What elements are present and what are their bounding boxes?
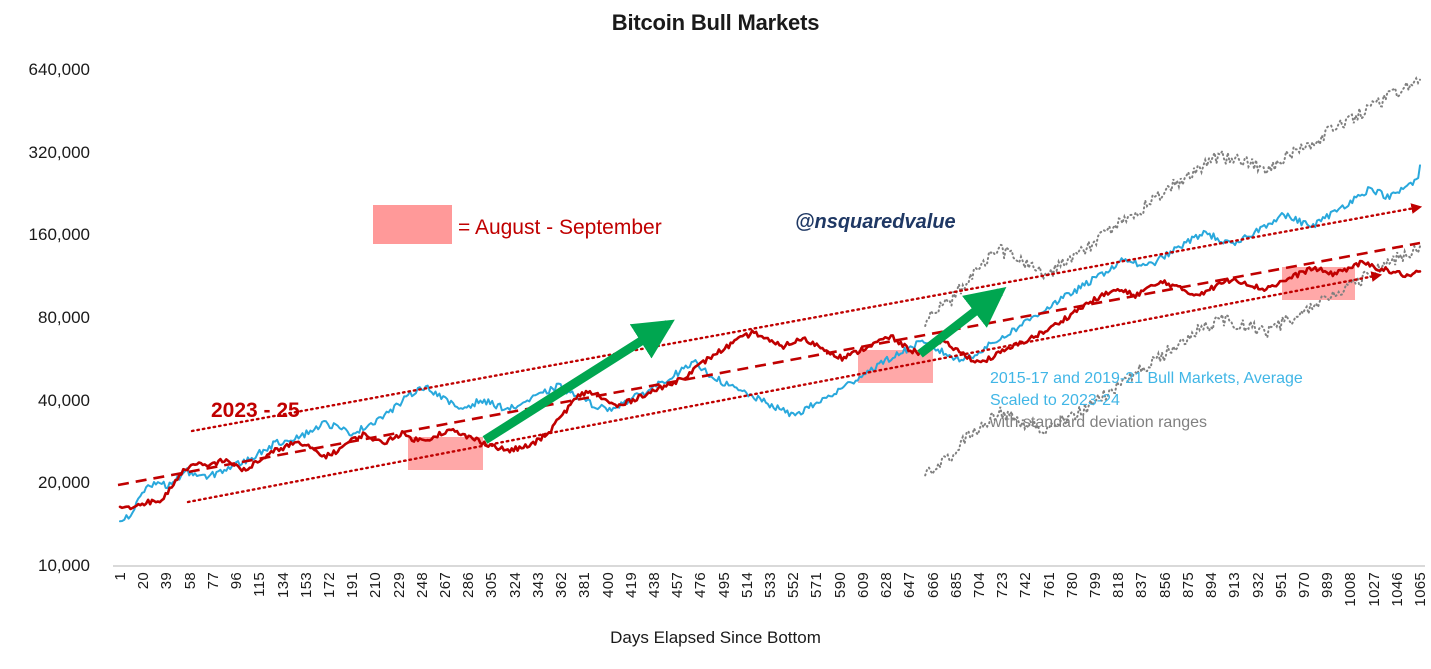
series-lower-standard-deviation-band bbox=[924, 243, 1421, 477]
highlight-box-aug-sep-2023 bbox=[408, 437, 483, 470]
y-axis-tick: 640,000 bbox=[28, 60, 90, 79]
y-axis-tick: 20,000 bbox=[38, 473, 90, 493]
green-arrow-rally-2024 bbox=[917, 287, 1007, 358]
series-upper-standard-deviation-band bbox=[924, 76, 1421, 327]
series-red-2023-25 bbox=[118, 259, 1422, 511]
legend-label: = August - September bbox=[458, 216, 662, 239]
y-axis-tick: 320,000 bbox=[28, 142, 90, 162]
x-axis-title: Days Elapsed Since Bottom bbox=[610, 628, 821, 647]
y-axis-tick: 10,000 bbox=[38, 556, 90, 575]
trendline-center-regression bbox=[117, 241, 1421, 487]
green-arrow-rally-2023 bbox=[482, 319, 675, 444]
y-axis-tick: 80,000 bbox=[38, 308, 90, 327]
trendline-upper-channel bbox=[190, 203, 1423, 433]
watermark-handle: @nsquaredvalue bbox=[795, 211, 956, 233]
trendline-lower-channel bbox=[186, 271, 1383, 504]
note-blue-series: 2015-17 and 2019-21 Bull Markets, Averag… bbox=[990, 370, 1303, 409]
series-blue-average bbox=[119, 164, 1421, 523]
legend-swatch-august-september bbox=[373, 205, 452, 244]
chart-title: Bitcoin Bull Markets bbox=[611, 10, 820, 35]
note-gray-bands: with standard deviation ranges bbox=[990, 414, 1208, 431]
y-axis-tick: 40,000 bbox=[38, 390, 90, 410]
highlight-box-aug-sep-2025 bbox=[1282, 267, 1355, 300]
y-axis-tick: 160,000 bbox=[28, 225, 90, 245]
period-label-2023-25: 2023 - 25 bbox=[211, 399, 300, 422]
